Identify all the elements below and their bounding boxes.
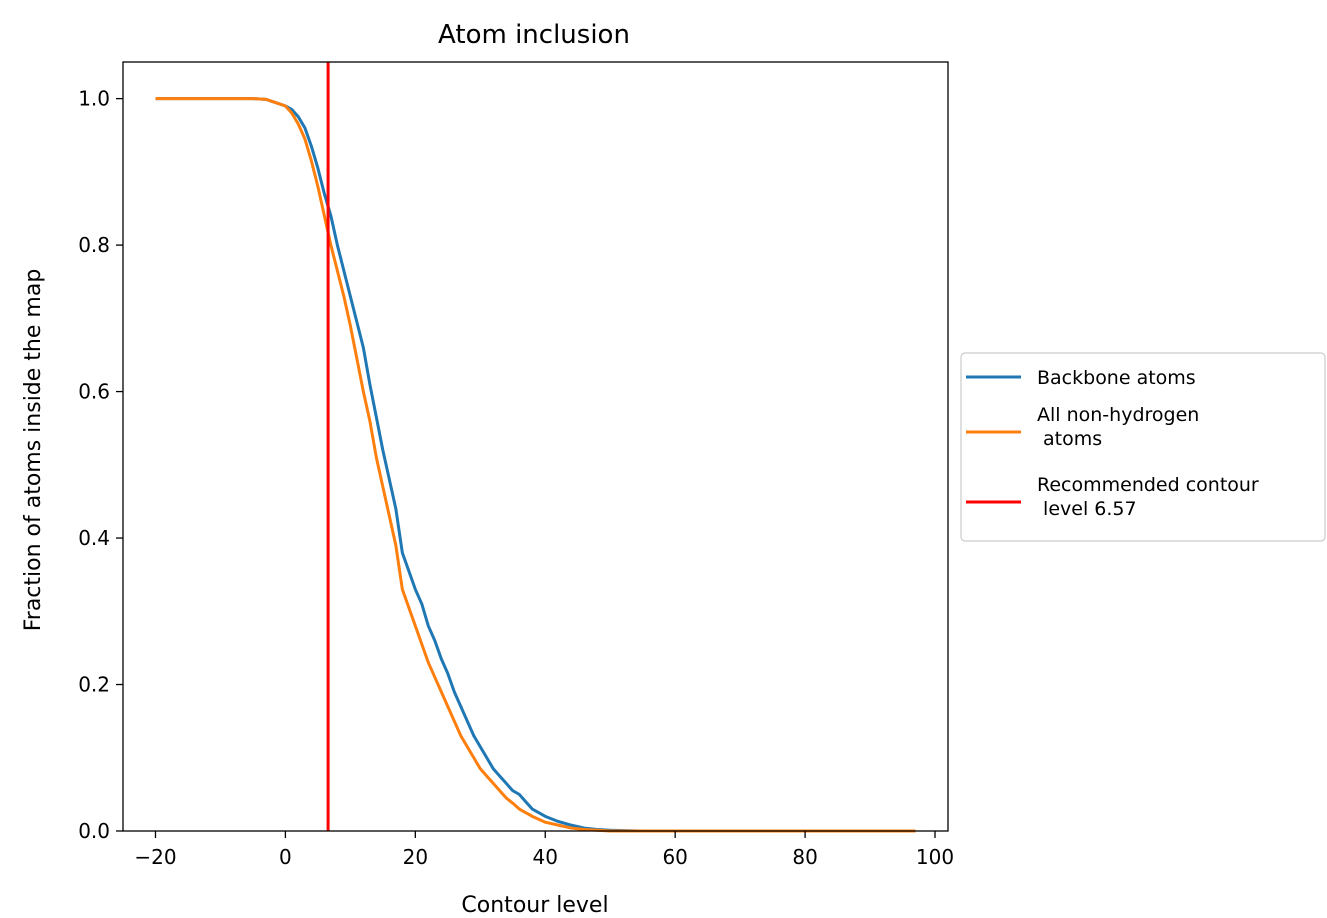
x-tick-label: 80	[792, 845, 817, 869]
y-tick-label: 0.6	[78, 380, 110, 404]
y-tick-label: 0.8	[78, 233, 110, 257]
legend-label-line: Recommended contour	[1037, 474, 1259, 496]
legend-box	[960, 352, 1326, 542]
y-tick-label: 1.0	[78, 87, 110, 111]
x-tick-label: 20	[403, 845, 428, 869]
x-tick-label: 100	[916, 845, 954, 869]
plot-frame	[122, 61, 949, 832]
chart-title: Atom inclusion	[438, 20, 630, 50]
legend-label-line: Backbone atoms	[1037, 367, 1196, 389]
y-tick-label: 0.2	[78, 673, 110, 697]
legend-label-all-atoms: All non-hydrogen atoms	[1037, 404, 1199, 450]
x-tick-label: −20	[134, 845, 176, 869]
x-tick-label: 40	[533, 845, 558, 869]
y-tick-label: 0.0	[78, 819, 110, 843]
legend-label-line: atoms	[1037, 428, 1102, 450]
legend-label-line: level 6.57	[1037, 498, 1137, 520]
legend-label-line: All non-hydrogen	[1037, 404, 1199, 426]
x-tick-label: 0	[279, 845, 292, 869]
series-line-backbone	[155, 97, 916, 833]
y-tick-label: 0.4	[78, 526, 110, 550]
series-line-all-atoms	[155, 97, 916, 833]
plot-area: −20 0 20 40 60 80 100 0.0 0.2 0.4 0.6 0.8 1.0	[78, 61, 954, 869]
x-tick-label: 60	[662, 845, 687, 869]
legend: Backbone atoms All non-hydrogen atoms Reco…	[960, 352, 1326, 542]
x-axis-label: Contour level	[461, 893, 608, 918]
legend-label-backbone: Backbone atoms	[1037, 367, 1196, 389]
legend-label-recommended: Recommended contour level 6.57	[1037, 474, 1259, 520]
y-axis-label: Fraction of atoms inside the map	[21, 269, 46, 632]
